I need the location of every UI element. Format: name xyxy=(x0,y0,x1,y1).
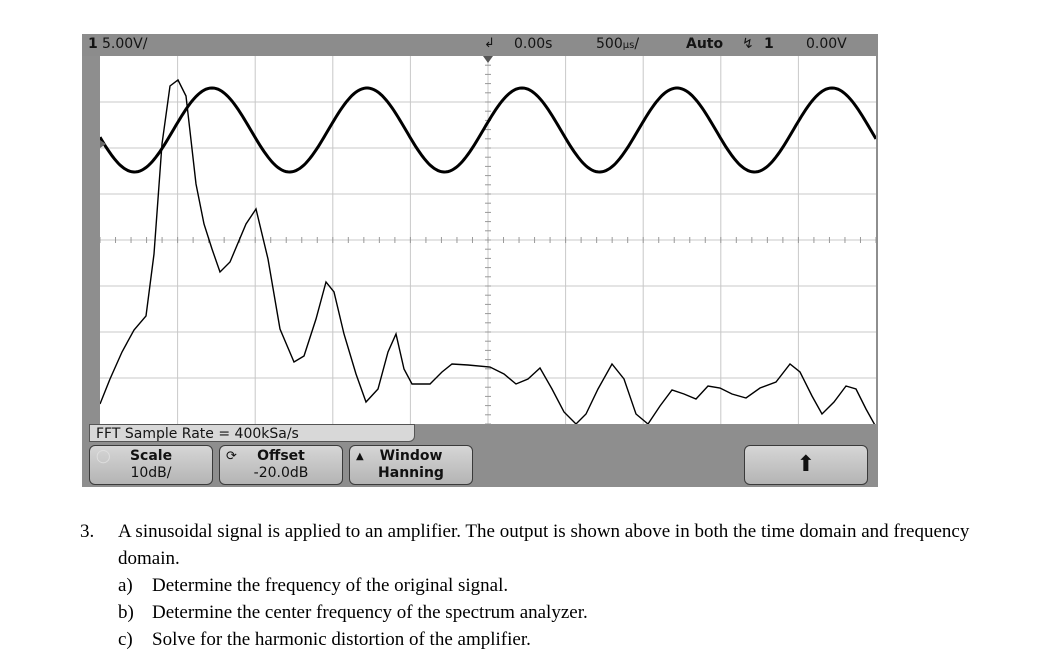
oscilloscope-display: 1 5.00V/ ↲ 0.00s 500μs/ Auto ↯ 1 0.00V F… xyxy=(82,34,878,487)
part-c-text: Solve for the harmonic distortion of the… xyxy=(152,629,531,650)
channel-number: 1 xyxy=(88,36,98,52)
offset-softkey[interactable]: ⟳ Offset -20.0dB xyxy=(219,445,343,485)
part-b-text: Determine the center frequency of the sp… xyxy=(152,602,588,623)
trigger-marker-icon xyxy=(483,56,493,63)
knob-inactive-icon: ◯ xyxy=(96,449,111,464)
question-part-b: b) Determine the center frequency of the … xyxy=(118,599,588,626)
window-title: Window xyxy=(379,448,443,464)
waveform-svg xyxy=(100,56,876,424)
ground-reference-icon xyxy=(100,140,106,148)
time-domain-trace xyxy=(100,86,876,174)
question-part-c: c) Solve for the harmonic distortion of t… xyxy=(118,626,531,653)
trigger-channel: 1 xyxy=(764,36,774,52)
triangle-up-icon: ▲ xyxy=(356,451,364,462)
trigger-mode: Auto xyxy=(686,36,724,52)
fft-sample-rate-label: FFT Sample Rate = 400kSa/s xyxy=(89,424,415,442)
trigger-level: 0.00V xyxy=(806,36,847,52)
time-per-div: 500μs/ xyxy=(596,36,640,52)
question-text: A sinusoidal signal is applied to an amp… xyxy=(118,521,970,569)
window-softkey[interactable]: ▲ Window Hanning xyxy=(349,445,473,485)
trigger-position-icon: ↲ xyxy=(484,36,495,51)
part-c-letter: c) xyxy=(118,629,133,650)
scale-title: Scale xyxy=(129,448,173,464)
rotate-knob-icon: ⟳ xyxy=(226,449,237,464)
time-per-div-value: 500 xyxy=(596,36,623,52)
menu-up-softkey[interactable]: ⬆ xyxy=(744,445,868,485)
question-number: 3. xyxy=(80,521,95,542)
microseconds-unit-icon: μs xyxy=(622,40,635,51)
offset-value: -20.0dB xyxy=(253,465,309,481)
arrow-up-icon: ⬆ xyxy=(796,452,816,477)
trigger-edge-icon: ↯ xyxy=(742,36,754,52)
offset-title: Offset xyxy=(257,448,305,464)
volts-per-div: 5.00V/ xyxy=(102,36,148,52)
time-offset: 0.00s xyxy=(514,36,553,52)
part-b-letter: b) xyxy=(118,602,134,623)
fft-spectrum-trace xyxy=(100,78,876,424)
part-a-text: Determine the frequency of the original … xyxy=(152,575,509,596)
status-bar: 1 5.00V/ ↲ 0.00s 500μs/ Auto ↯ 1 0.00V xyxy=(82,34,878,56)
window-value: Hanning xyxy=(378,465,444,481)
waveform-screen xyxy=(100,56,876,424)
question-part-a: a) Determine the frequency of the origina… xyxy=(118,572,508,599)
scale-softkey[interactable]: ◯ Scale 10dB/ xyxy=(89,445,213,485)
scale-value: 10dB/ xyxy=(130,465,172,481)
part-a-letter: a) xyxy=(118,575,133,596)
